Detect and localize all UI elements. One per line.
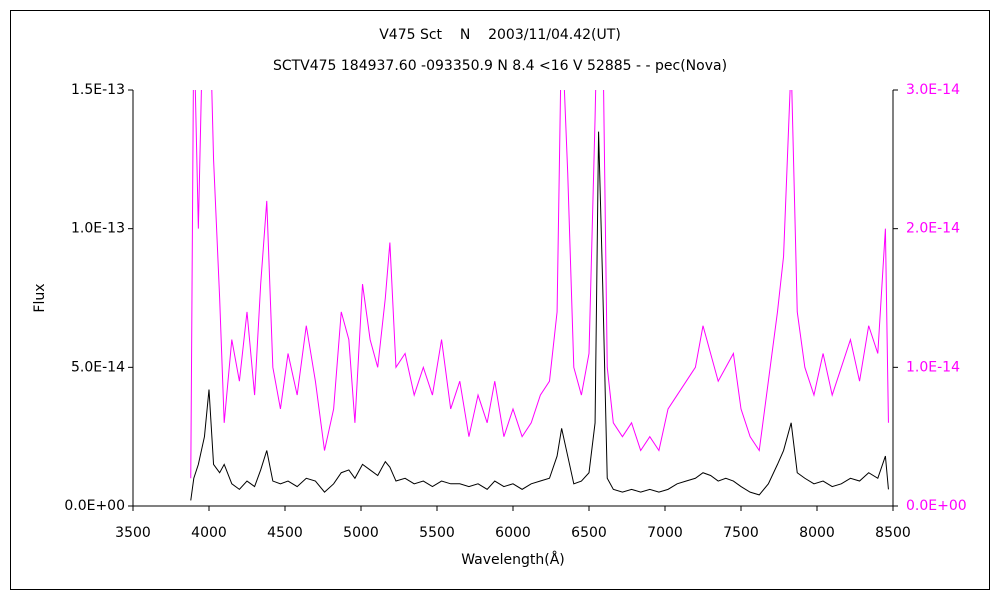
series-line	[190, 131, 889, 501]
chart-subtitle: SCTV475 184937.60 -093350.9 N 8.4 <16 V …	[273, 58, 727, 74]
y-tick-label: 5.0E-14	[71, 359, 125, 375]
x-tick-label: 4500	[267, 525, 303, 541]
x-tick-label: 5500	[419, 525, 455, 541]
x-tick-label: 3500	[115, 525, 151, 541]
x-tick-label: 8500	[875, 525, 911, 541]
x-tick-label: 8000	[799, 525, 835, 541]
plot-area	[190, 90, 889, 501]
y-tick-label: 1.0E-13	[71, 221, 125, 237]
x-tick-label: 6000	[495, 525, 531, 541]
y2-tick-label: 1.0E-14	[906, 359, 960, 375]
chart-frame	[10, 10, 990, 590]
chart-title: V475 Sct N 2003/11/04.42(UT)	[379, 27, 621, 43]
y-axis-label: Flux	[32, 283, 48, 312]
y-tick-label: 0.0E+00	[64, 498, 125, 514]
x-tick-label: 4000	[191, 525, 227, 541]
y2-tick-label: 3.0E-14	[906, 82, 960, 98]
x-tick-label: 7500	[723, 525, 759, 541]
y2-tick-label: 2.0E-14	[906, 221, 960, 237]
series-line	[190, 90, 889, 479]
y-tick-label: 1.5E-13	[71, 82, 125, 98]
y2-tick-label: 0.0E+00	[906, 498, 967, 514]
x-tick-label: 6500	[571, 525, 607, 541]
x-tick-label: 5000	[343, 525, 379, 541]
x-axis-label: Wavelength(Å)	[461, 551, 565, 568]
x-tick-label: 7000	[647, 525, 683, 541]
